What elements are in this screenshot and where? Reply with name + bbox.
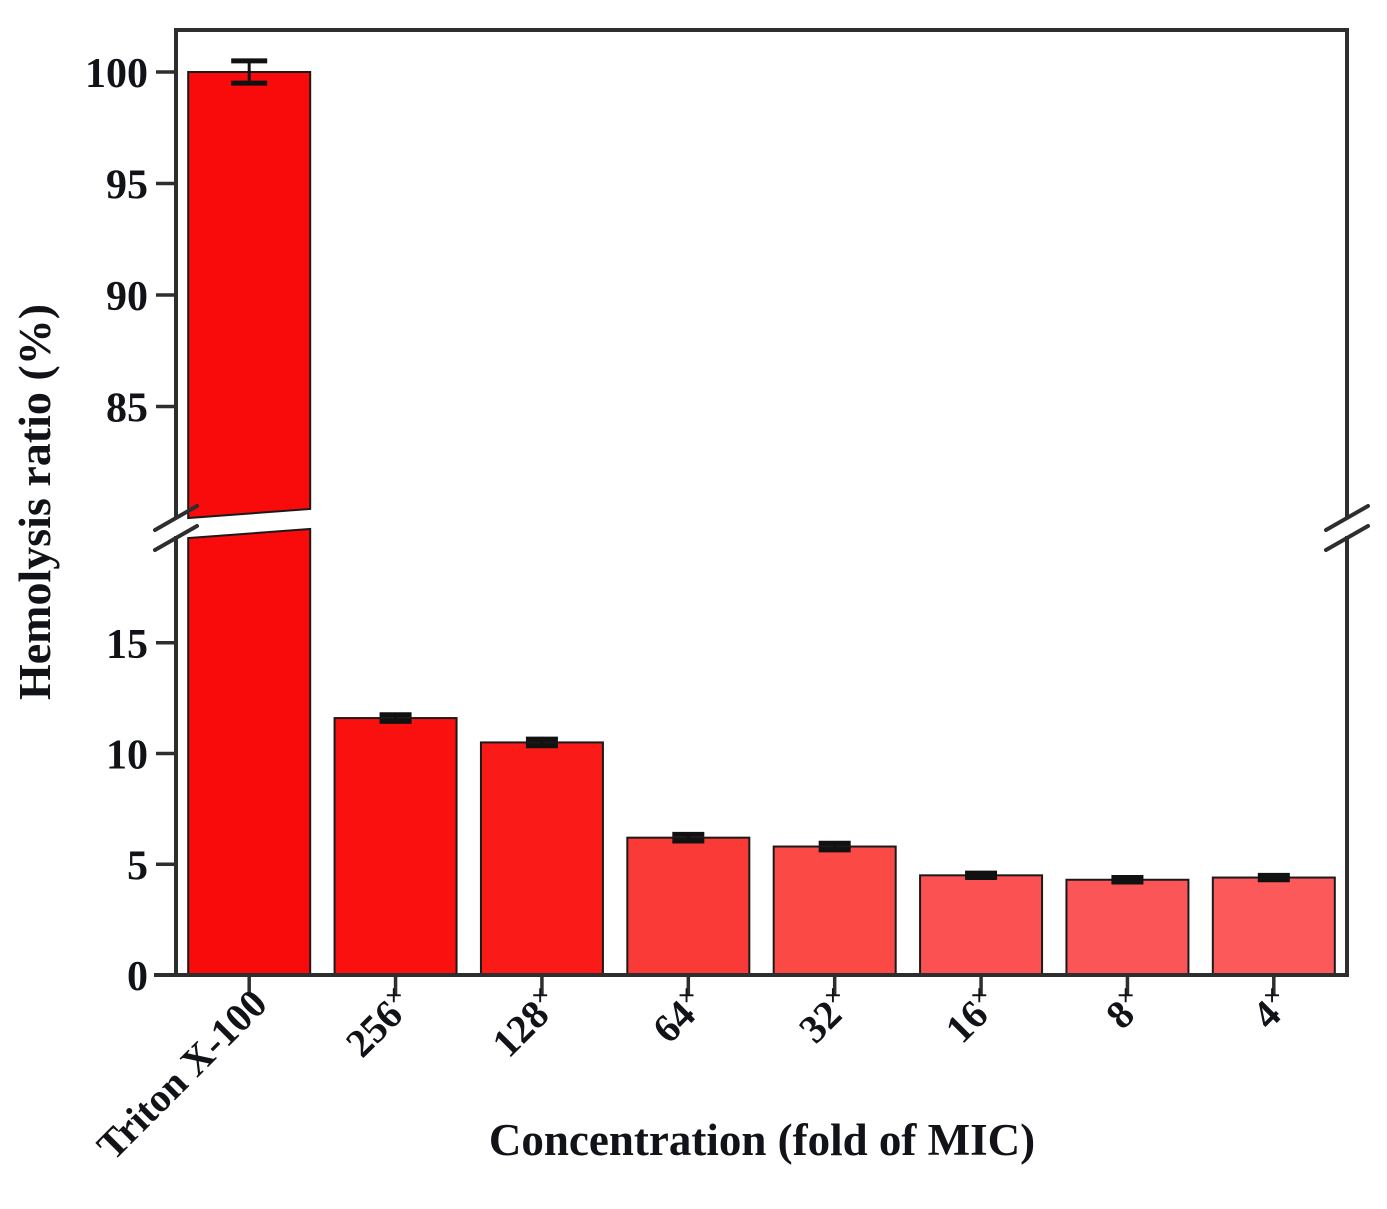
bar-64 xyxy=(626,836,751,976)
bar-triton-x-100-upper-segment xyxy=(187,71,312,520)
y-tick-label-100: 100 xyxy=(85,51,148,97)
bar-triton-x-100-lower-segment xyxy=(187,527,312,976)
y-tick-label-90: 90 xyxy=(106,274,148,320)
y-tick-label-10: 10 xyxy=(106,733,148,779)
bar-32 xyxy=(772,845,897,977)
axis-break-slash-2 xyxy=(1324,504,1370,532)
y-tick-label-95: 95 xyxy=(106,163,148,209)
bar-4 xyxy=(1211,876,1336,976)
y-tick-label-0: 0 xyxy=(127,954,148,1000)
axis-break-slash-3 xyxy=(1324,524,1370,552)
bar-16 xyxy=(919,874,1044,977)
bar-128 xyxy=(479,741,604,976)
y-tick-label-85: 85 xyxy=(106,386,148,432)
bar-8 xyxy=(1065,878,1190,977)
x-axis-title: Concentration (fold of MIC) xyxy=(489,1115,1035,1165)
bar-256 xyxy=(333,717,458,976)
y-tick-label-5: 5 xyxy=(127,843,148,889)
axis-break-slash-0 xyxy=(153,504,199,532)
axis-break-slash-1 xyxy=(153,524,199,552)
y-tick-label-15: 15 xyxy=(106,622,148,668)
y-axis-title: Hemolysis ratio (%) xyxy=(9,304,60,700)
